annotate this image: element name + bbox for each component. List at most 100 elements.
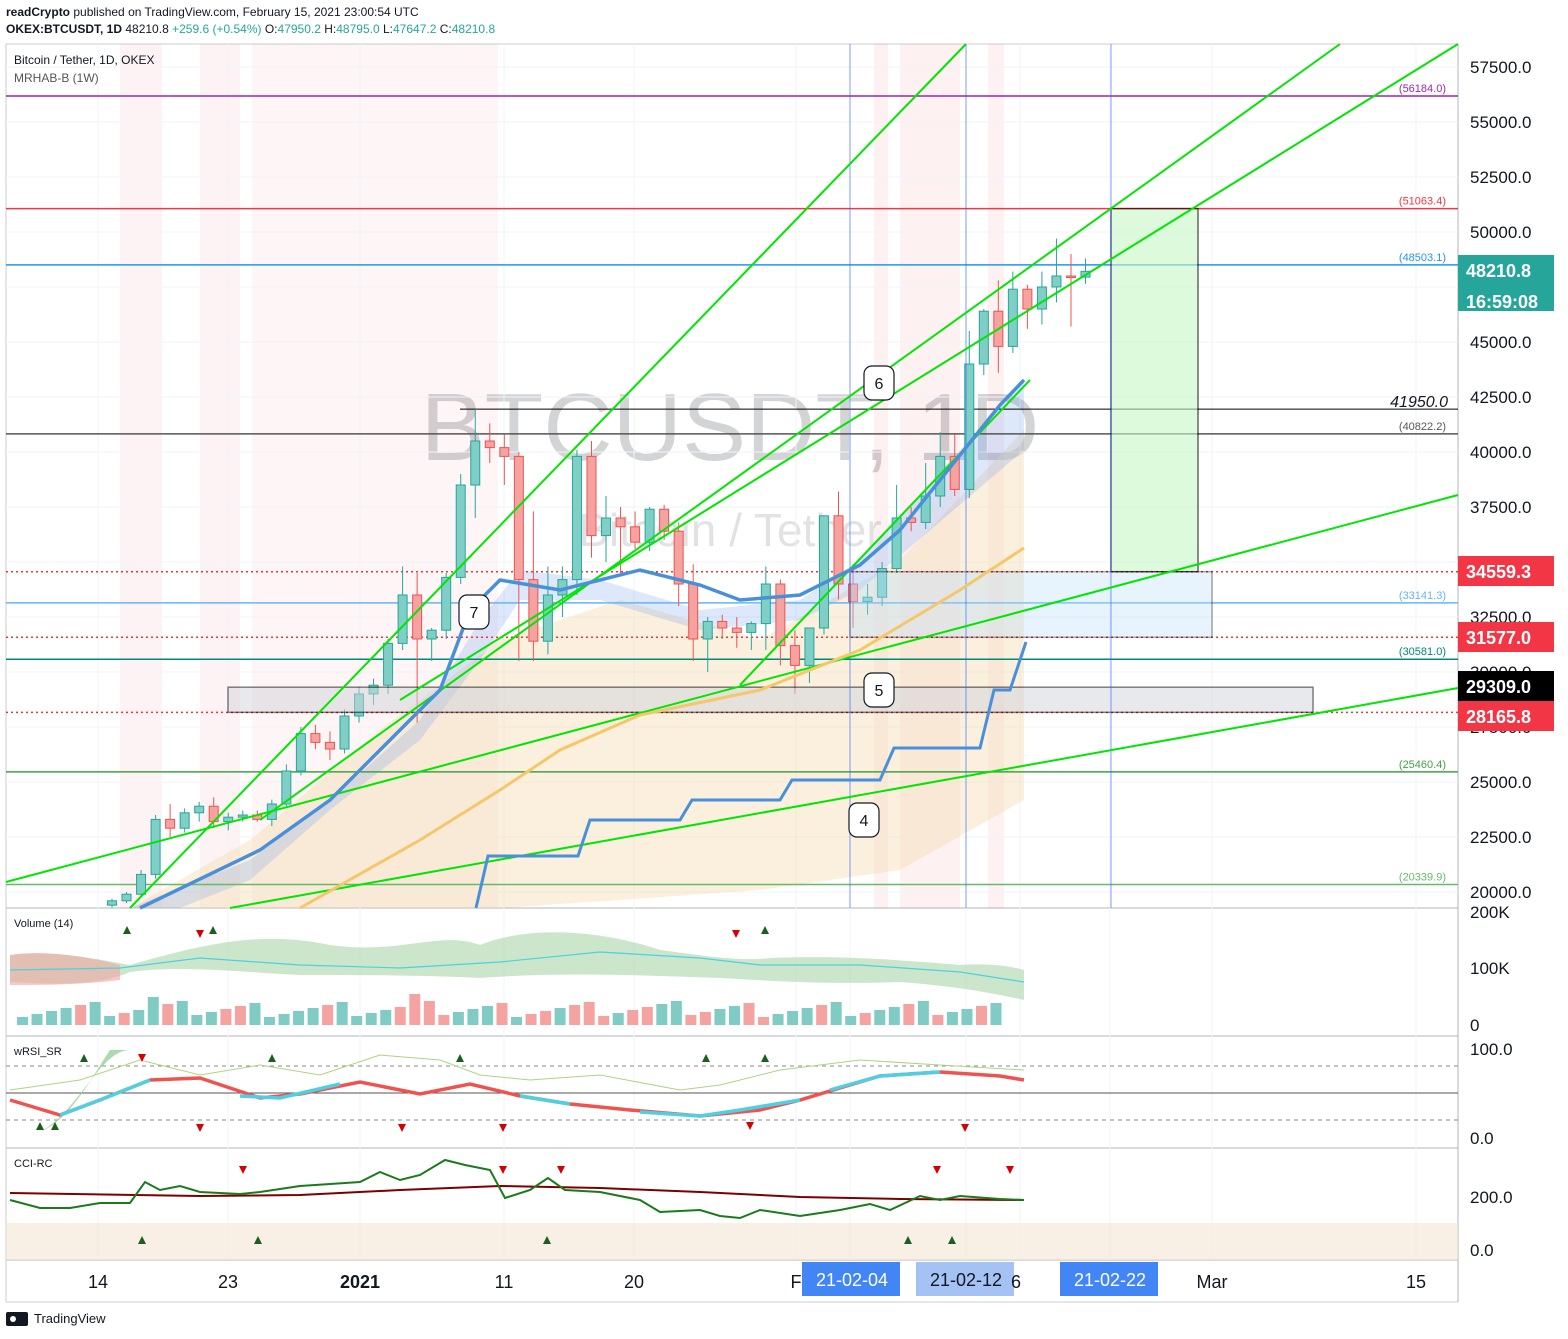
footer-brand[interactable]: TradingView: [6, 1311, 106, 1326]
candle-body: [499, 447, 510, 457]
time-tick-label: 20: [624, 1272, 644, 1292]
candle-body: [513, 455, 524, 581]
level-label: (51063.4): [1399, 196, 1446, 208]
volume-bar: [46, 1011, 58, 1025]
price-label-text: 31577.0: [1466, 628, 1531, 648]
volume-bar: [743, 1003, 755, 1025]
arrow-up-icon: [761, 1054, 769, 1062]
volume-bar: [569, 1005, 581, 1025]
price-tick-label: 25000.0: [1470, 773, 1531, 792]
volume-bar: [816, 1005, 828, 1025]
arrow-up-icon: [51, 1122, 59, 1130]
trend-line: [5, 494, 1459, 883]
arrow-down-icon: [1006, 1166, 1014, 1174]
wave-callout-box: [863, 365, 895, 401]
sub-panes: 200K 100K 0 100.0 0.0 200.0 0.0: [6, 903, 1513, 1260]
price-label-text: 29309.0: [1466, 677, 1531, 697]
candle-body: [397, 594, 408, 644]
volume-bar: [31, 1014, 43, 1025]
publish-line: readCrypto published on TradingView.com,…: [6, 5, 419, 19]
price-label-tag: [1458, 556, 1554, 586]
time-tick-label: Mar: [1197, 1272, 1228, 1292]
candle-body: [586, 455, 597, 537]
candle-body: [789, 645, 800, 666]
wrsi-line-cyan: [239, 1082, 341, 1100]
level-label: (40822.2): [1399, 421, 1446, 433]
price-tick-label: 45000.0: [1470, 333, 1531, 352]
candle-body: [310, 733, 321, 743]
volume-bar: [336, 1002, 348, 1025]
publisher-name[interactable]: readCrypto: [6, 5, 71, 19]
volume-bar: [874, 1010, 886, 1025]
volume-bar: [888, 1007, 900, 1025]
date-tag: [802, 1262, 900, 1296]
arrow-down-icon: [961, 1124, 969, 1132]
price-label-tag: [1458, 622, 1554, 652]
arrow-up-icon: [456, 1054, 464, 1062]
volume-bar: [322, 1005, 334, 1025]
candle-body: [1051, 275, 1062, 288]
candle-body: [484, 440, 495, 449]
price-label-tag: [1458, 255, 1554, 311]
candle-body: [107, 900, 117, 906]
volume-tick-label: 200K: [1470, 903, 1510, 922]
volume-bar: [946, 1012, 958, 1025]
candle-body: [121, 893, 132, 902]
ma-orange: [299, 546, 1025, 910]
watermark-small: Bitcoin / Tether: [578, 504, 881, 556]
wave-label: 4: [860, 813, 869, 830]
price-tick-label: 37500.0: [1470, 498, 1531, 517]
arrow-up-icon: [761, 926, 769, 934]
wave-callout-box: [863, 672, 895, 708]
date-tag-text: 21-02-12: [930, 1270, 1002, 1290]
indicator-legend: MRHAB-B (1W): [14, 71, 99, 85]
candle-body: [281, 770, 292, 805]
candle-body: [659, 508, 670, 532]
volume-bar: [147, 997, 159, 1025]
volume-bar: [859, 1013, 871, 1025]
volume-bar: [830, 1002, 842, 1025]
wrsi-tick-label: 0.0: [1470, 1129, 1494, 1148]
volume-bar: [234, 1006, 246, 1025]
axes: 57500.0 55000.0 52500.0 50000.0 4 7 5 0 0.0 45000…: [88, 58, 1554, 1296]
candle-body: [324, 741, 335, 750]
candle-body: [746, 623, 757, 633]
candle-body: [877, 568, 888, 598]
price-label-tag: [1458, 671, 1554, 701]
volume-bar: [903, 1004, 915, 1025]
volume-bar: [932, 1015, 944, 1025]
candle-body: [237, 814, 248, 818]
candle-body: [339, 715, 350, 750]
volume-tick-label: 100K: [1470, 959, 1510, 978]
candle-body: [165, 818, 176, 829]
volume-bar: [685, 1015, 697, 1025]
change-text: +259.6 (+0.54%): [172, 22, 262, 36]
candle-body: [179, 812, 190, 829]
weekly-step-line: [474, 641, 1028, 909]
volume-bar: [845, 1016, 857, 1025]
wave-label: 5: [875, 683, 884, 700]
wrsi-line-cyan: [639, 1098, 801, 1118]
arrow-down-icon: [138, 1054, 146, 1062]
signal-bands: [120, 44, 1004, 908]
volume-bar: [264, 1017, 276, 1025]
arrow-down-icon: [398, 1124, 406, 1132]
volume-bar: [787, 1011, 799, 1025]
candle-body: [760, 583, 771, 625]
target-box: [1110, 207, 1199, 573]
time-tick-label: 14: [88, 1272, 108, 1292]
price-tick-label: 22500.0: [1470, 828, 1531, 847]
price-tick-label: 40000.0: [1470, 443, 1531, 462]
candle-body: [470, 440, 481, 486]
price-tick-label: 20000.0: [1470, 883, 1531, 902]
volume-ma: [9, 951, 1025, 983]
arrow-up-icon: [904, 1236, 912, 1244]
arrow-up-icon: [36, 1122, 44, 1130]
volume-bar: [176, 1001, 188, 1025]
level-label: (48503.1): [1399, 252, 1446, 264]
volume-bar: [191, 1015, 203, 1025]
candle-body: [964, 363, 975, 490]
candle-body: [528, 579, 539, 642]
volume-bar: [60, 1008, 72, 1025]
